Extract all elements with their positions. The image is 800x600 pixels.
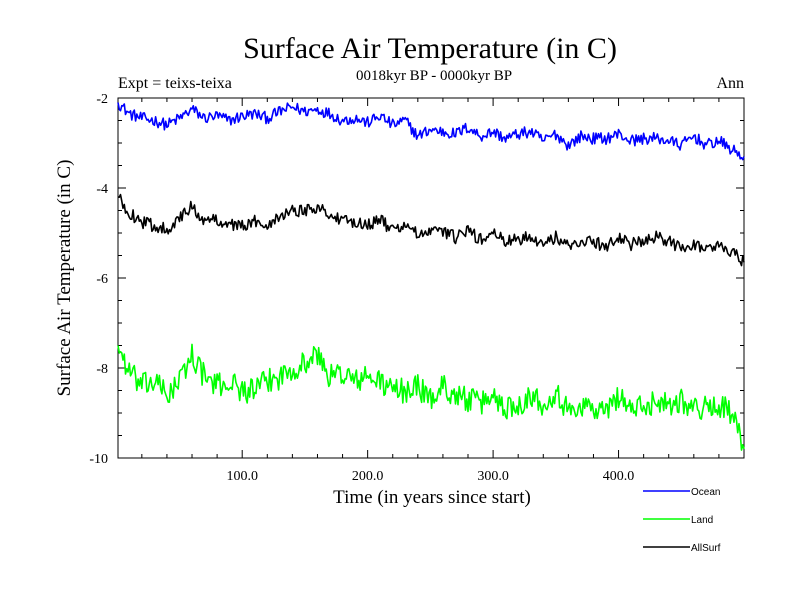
legend-label-allsurf: AllSurf: [691, 543, 721, 554]
legend: Ocean Land AllSurf: [643, 487, 721, 554]
y-tick-label: -8: [96, 362, 108, 377]
x-tick-label: 300.0: [477, 469, 509, 484]
season-label: Ann: [716, 75, 744, 92]
axis-ticks: 100.0 200.0 300.0 400.0 -2 -4 -6 -8 -10: [89, 92, 744, 484]
x-tick-label: 100.0: [226, 469, 258, 484]
series-line-land: [117, 343, 745, 451]
series-line-ocean: [117, 102, 745, 161]
y-tick-label: -6: [96, 272, 108, 287]
series-line-allsurf: [117, 193, 745, 267]
chart-subtitle: 0018kyr BP - 0000kyr BP: [356, 68, 512, 84]
series-group: [117, 102, 745, 451]
y-axis-label: Surface Air Temperature (in C): [54, 160, 75, 397]
x-tick-label: 400.0: [603, 469, 635, 484]
experiment-label: Expt = teixs-teixa: [118, 75, 232, 92]
chart-title: Surface Air Temperature (in C): [243, 32, 617, 65]
legend-label-land: Land: [691, 515, 713, 526]
y-tick-label: -2: [96, 92, 108, 107]
legend-label-ocean: Ocean: [691, 487, 720, 498]
y-tick-label: -10: [89, 452, 108, 467]
x-tick-label: 200.0: [352, 469, 384, 484]
x-axis-label: Time (in years since start): [333, 487, 531, 508]
y-tick-label: -4: [96, 182, 108, 197]
